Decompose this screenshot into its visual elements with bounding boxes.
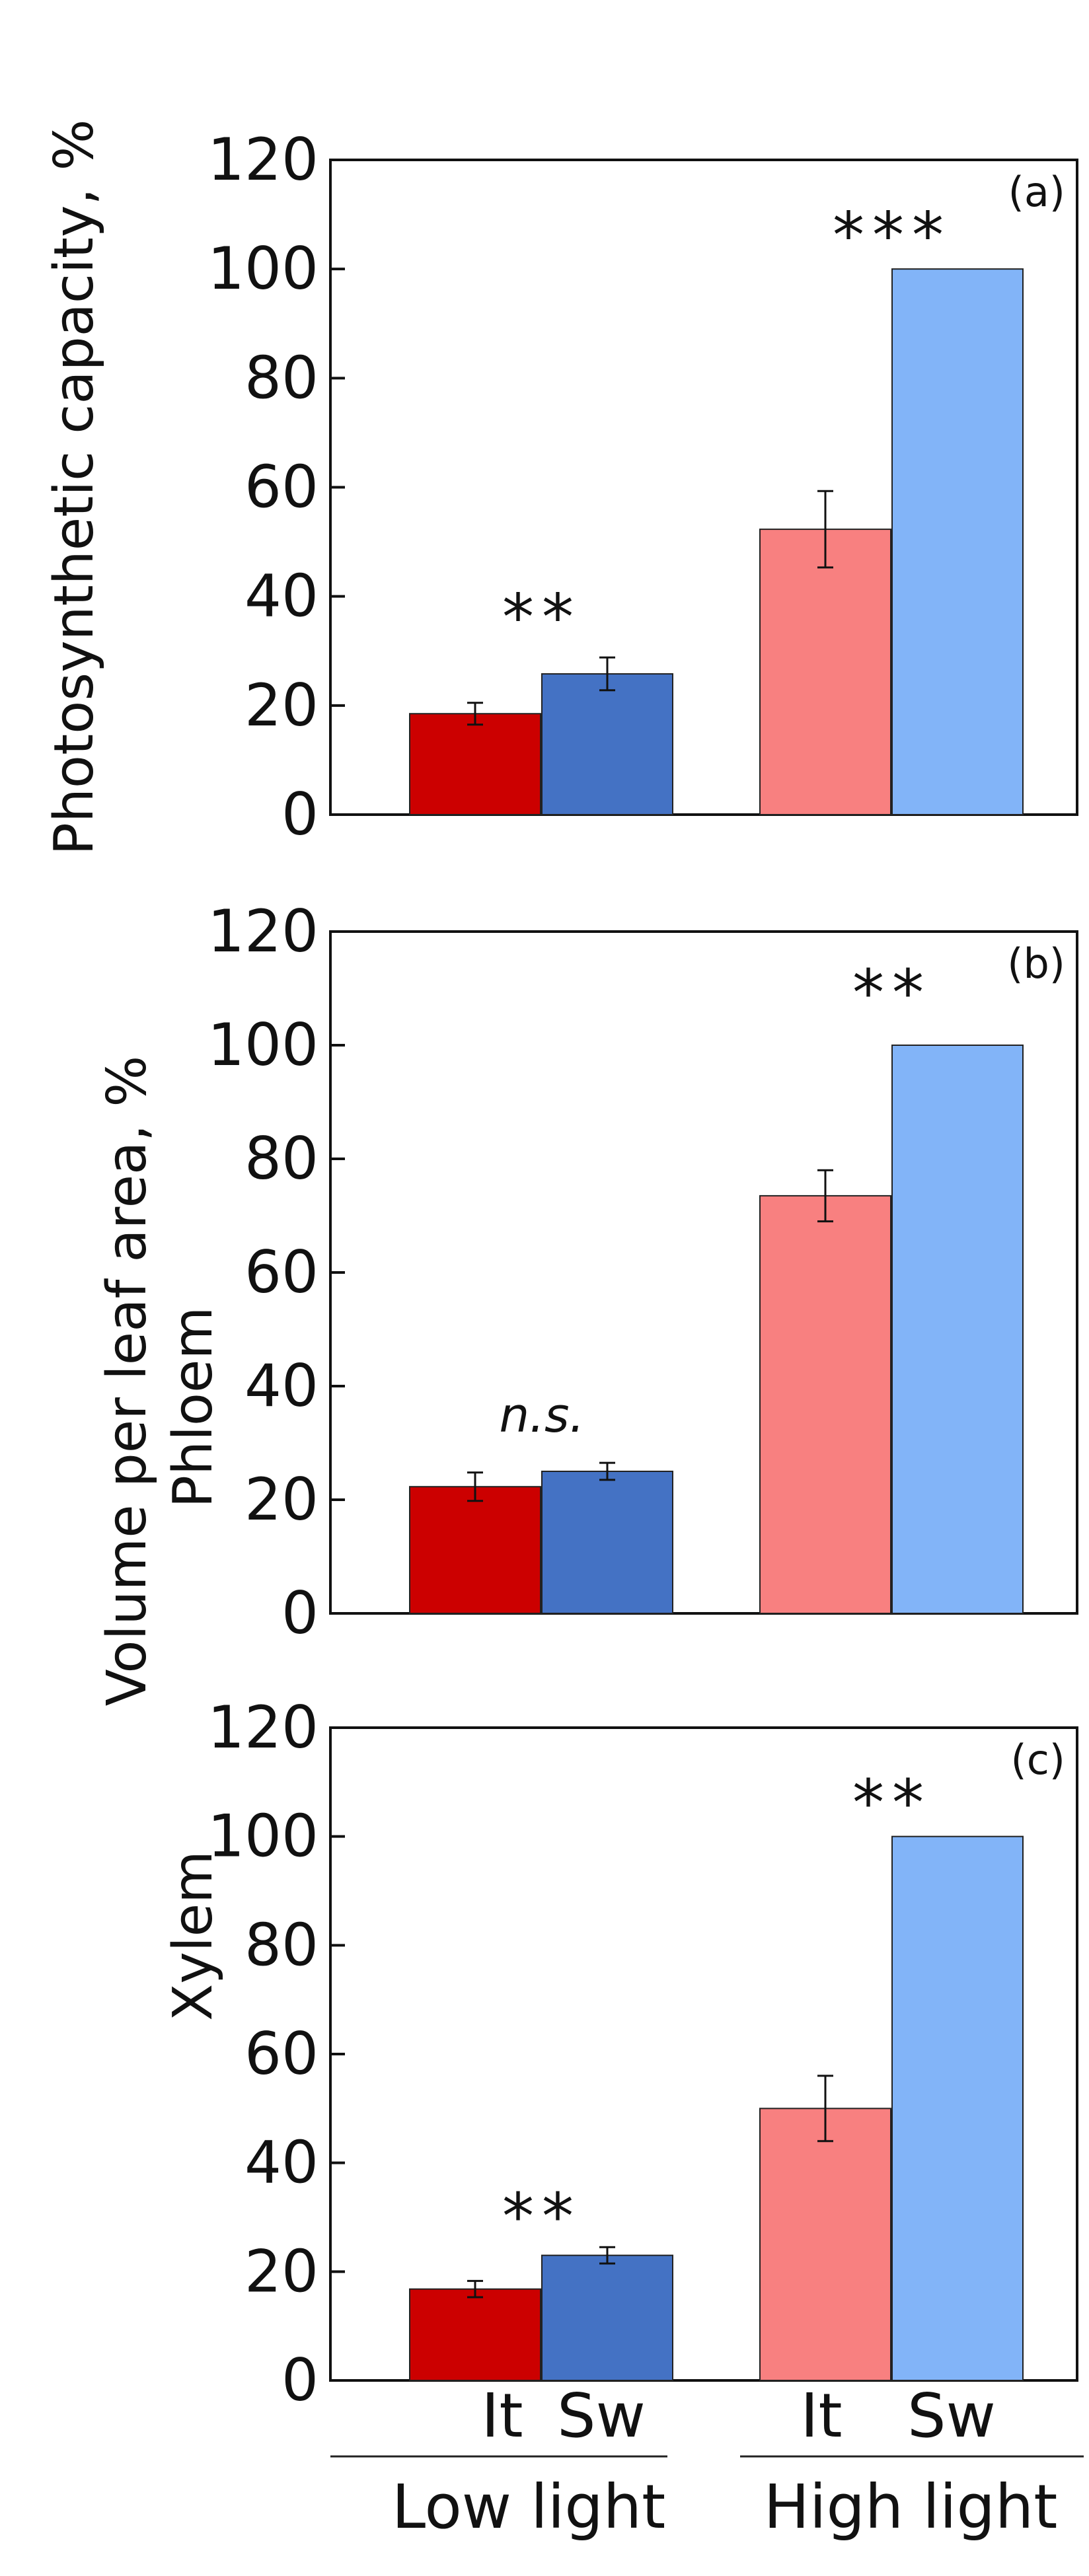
y-tick-label: 100 xyxy=(207,1802,319,1870)
panel-label: (c) xyxy=(1011,1736,1065,1784)
y-tick-label: 0 xyxy=(282,1579,319,1647)
row-label-xylem: Xylem xyxy=(162,1851,225,2021)
bar-low-light-sw xyxy=(541,2254,673,2381)
y-tick-label: 100 xyxy=(207,235,319,303)
y-tick-label: 100 xyxy=(207,1011,319,1079)
significance-label-high-light: ** xyxy=(852,956,932,1030)
y-tick-label: 80 xyxy=(244,1124,319,1193)
shared-ylabel: Volume per leaf area, % xyxy=(96,1056,159,1707)
y-tick-label: 40 xyxy=(244,562,319,630)
y-tick-label: 80 xyxy=(244,1911,319,1979)
y-tick-label: 120 xyxy=(207,897,319,965)
y-tick-label: 120 xyxy=(207,126,319,194)
bar-low-light-sw xyxy=(541,1471,673,1614)
panel-b: 0 20 40 60 80 100 120 n.s. ** (b) xyxy=(207,897,1078,1647)
y-tick-label: 60 xyxy=(244,453,319,521)
y-tick-label: 0 xyxy=(282,2346,319,2414)
bar-low-light-it xyxy=(409,713,541,815)
significance-label-low-light: n.s. xyxy=(500,1387,585,1443)
y-tick-label: 40 xyxy=(244,2129,319,2197)
bar-high-light-sw xyxy=(891,1835,1024,2382)
y-tick-label: 20 xyxy=(244,1465,319,1533)
panel-label: (b) xyxy=(1007,939,1065,988)
bar-high-light-sw xyxy=(891,268,1024,815)
group-label-high-light: High light xyxy=(764,2472,1058,2542)
significance-label-low-light: ** xyxy=(502,2180,582,2254)
bar-high-light-it xyxy=(759,2108,891,2381)
bar-high-light-it xyxy=(759,1195,891,1614)
y-tick-label: 60 xyxy=(244,1238,319,1306)
bar-low-light-it xyxy=(409,2288,541,2381)
y-tick-label: 20 xyxy=(244,671,319,739)
y-tick-label: 40 xyxy=(244,1352,319,1420)
y-tick-label: 0 xyxy=(282,780,319,848)
significance-label-high-light: *** xyxy=(833,198,952,272)
y-tick-label: 80 xyxy=(244,344,319,412)
group-label-low-light: Low light xyxy=(392,2472,665,2542)
xtick-label-1: It xyxy=(481,2380,523,2451)
significance-label-high-light: ** xyxy=(852,1766,932,1840)
panel-c: 0 20 40 60 80 100 120 ** ** (c) xyxy=(207,1693,1078,2414)
xtick-label-3: It xyxy=(800,2380,842,2451)
bar-low-light-it xyxy=(409,1486,541,1614)
row-label-phloem: Phloem xyxy=(162,1307,225,1508)
y-tick-label: 20 xyxy=(244,2237,319,2305)
y-tick-label: 120 xyxy=(207,1693,319,1761)
xtick-label-4: Sw xyxy=(907,2380,996,2451)
xtick-label-2: Sw xyxy=(557,2380,646,2451)
panel-label: (a) xyxy=(1008,168,1065,216)
bar-high-light-it xyxy=(759,529,891,815)
y-tick-label: 60 xyxy=(244,2020,319,2088)
bar-high-light-sw xyxy=(891,1045,1024,1614)
bar-low-light-sw xyxy=(541,673,673,815)
y-axis-label: Photosynthetic capacity, % xyxy=(43,119,106,855)
significance-label-low-light: ** xyxy=(502,580,582,654)
